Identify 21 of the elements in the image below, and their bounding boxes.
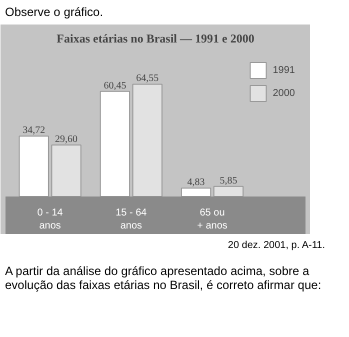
bar: [18, 136, 49, 197]
data-label: 29,60: [55, 134, 78, 146]
x-tick-label: 0 - 14 anos: [37, 208, 64, 232]
x-tick-label: 15 - 64 anos: [116, 208, 148, 232]
bar: [51, 144, 82, 197]
legend-label: 1991: [272, 64, 295, 76]
data-label: 5,85: [220, 176, 238, 187]
bar: [180, 188, 212, 197]
text: Observe o gráfico.: [5, 5, 104, 20]
x-tick-label: 65 ou + anos: [197, 208, 228, 232]
chart-title: Faixas etárias no Brasil — 1991 e 2000: [56, 32, 254, 46]
bar: [132, 84, 162, 197]
data-label: 64,55: [136, 74, 159, 85]
bar: [213, 186, 244, 197]
legend-label: 2000: [272, 88, 295, 99]
data-label: 60,45: [104, 80, 126, 92]
text: A partir da análise do gráfico apresentado acima, sobre a evolução das faixas etárias no Brasil, é correto afirmar que:: [5, 264, 322, 292]
data-label: 4,83: [187, 177, 205, 188]
bar: [100, 91, 130, 197]
data-label: 34,72: [22, 125, 46, 136]
text: 20 dez. 2001, p. A-11.: [228, 239, 325, 254]
